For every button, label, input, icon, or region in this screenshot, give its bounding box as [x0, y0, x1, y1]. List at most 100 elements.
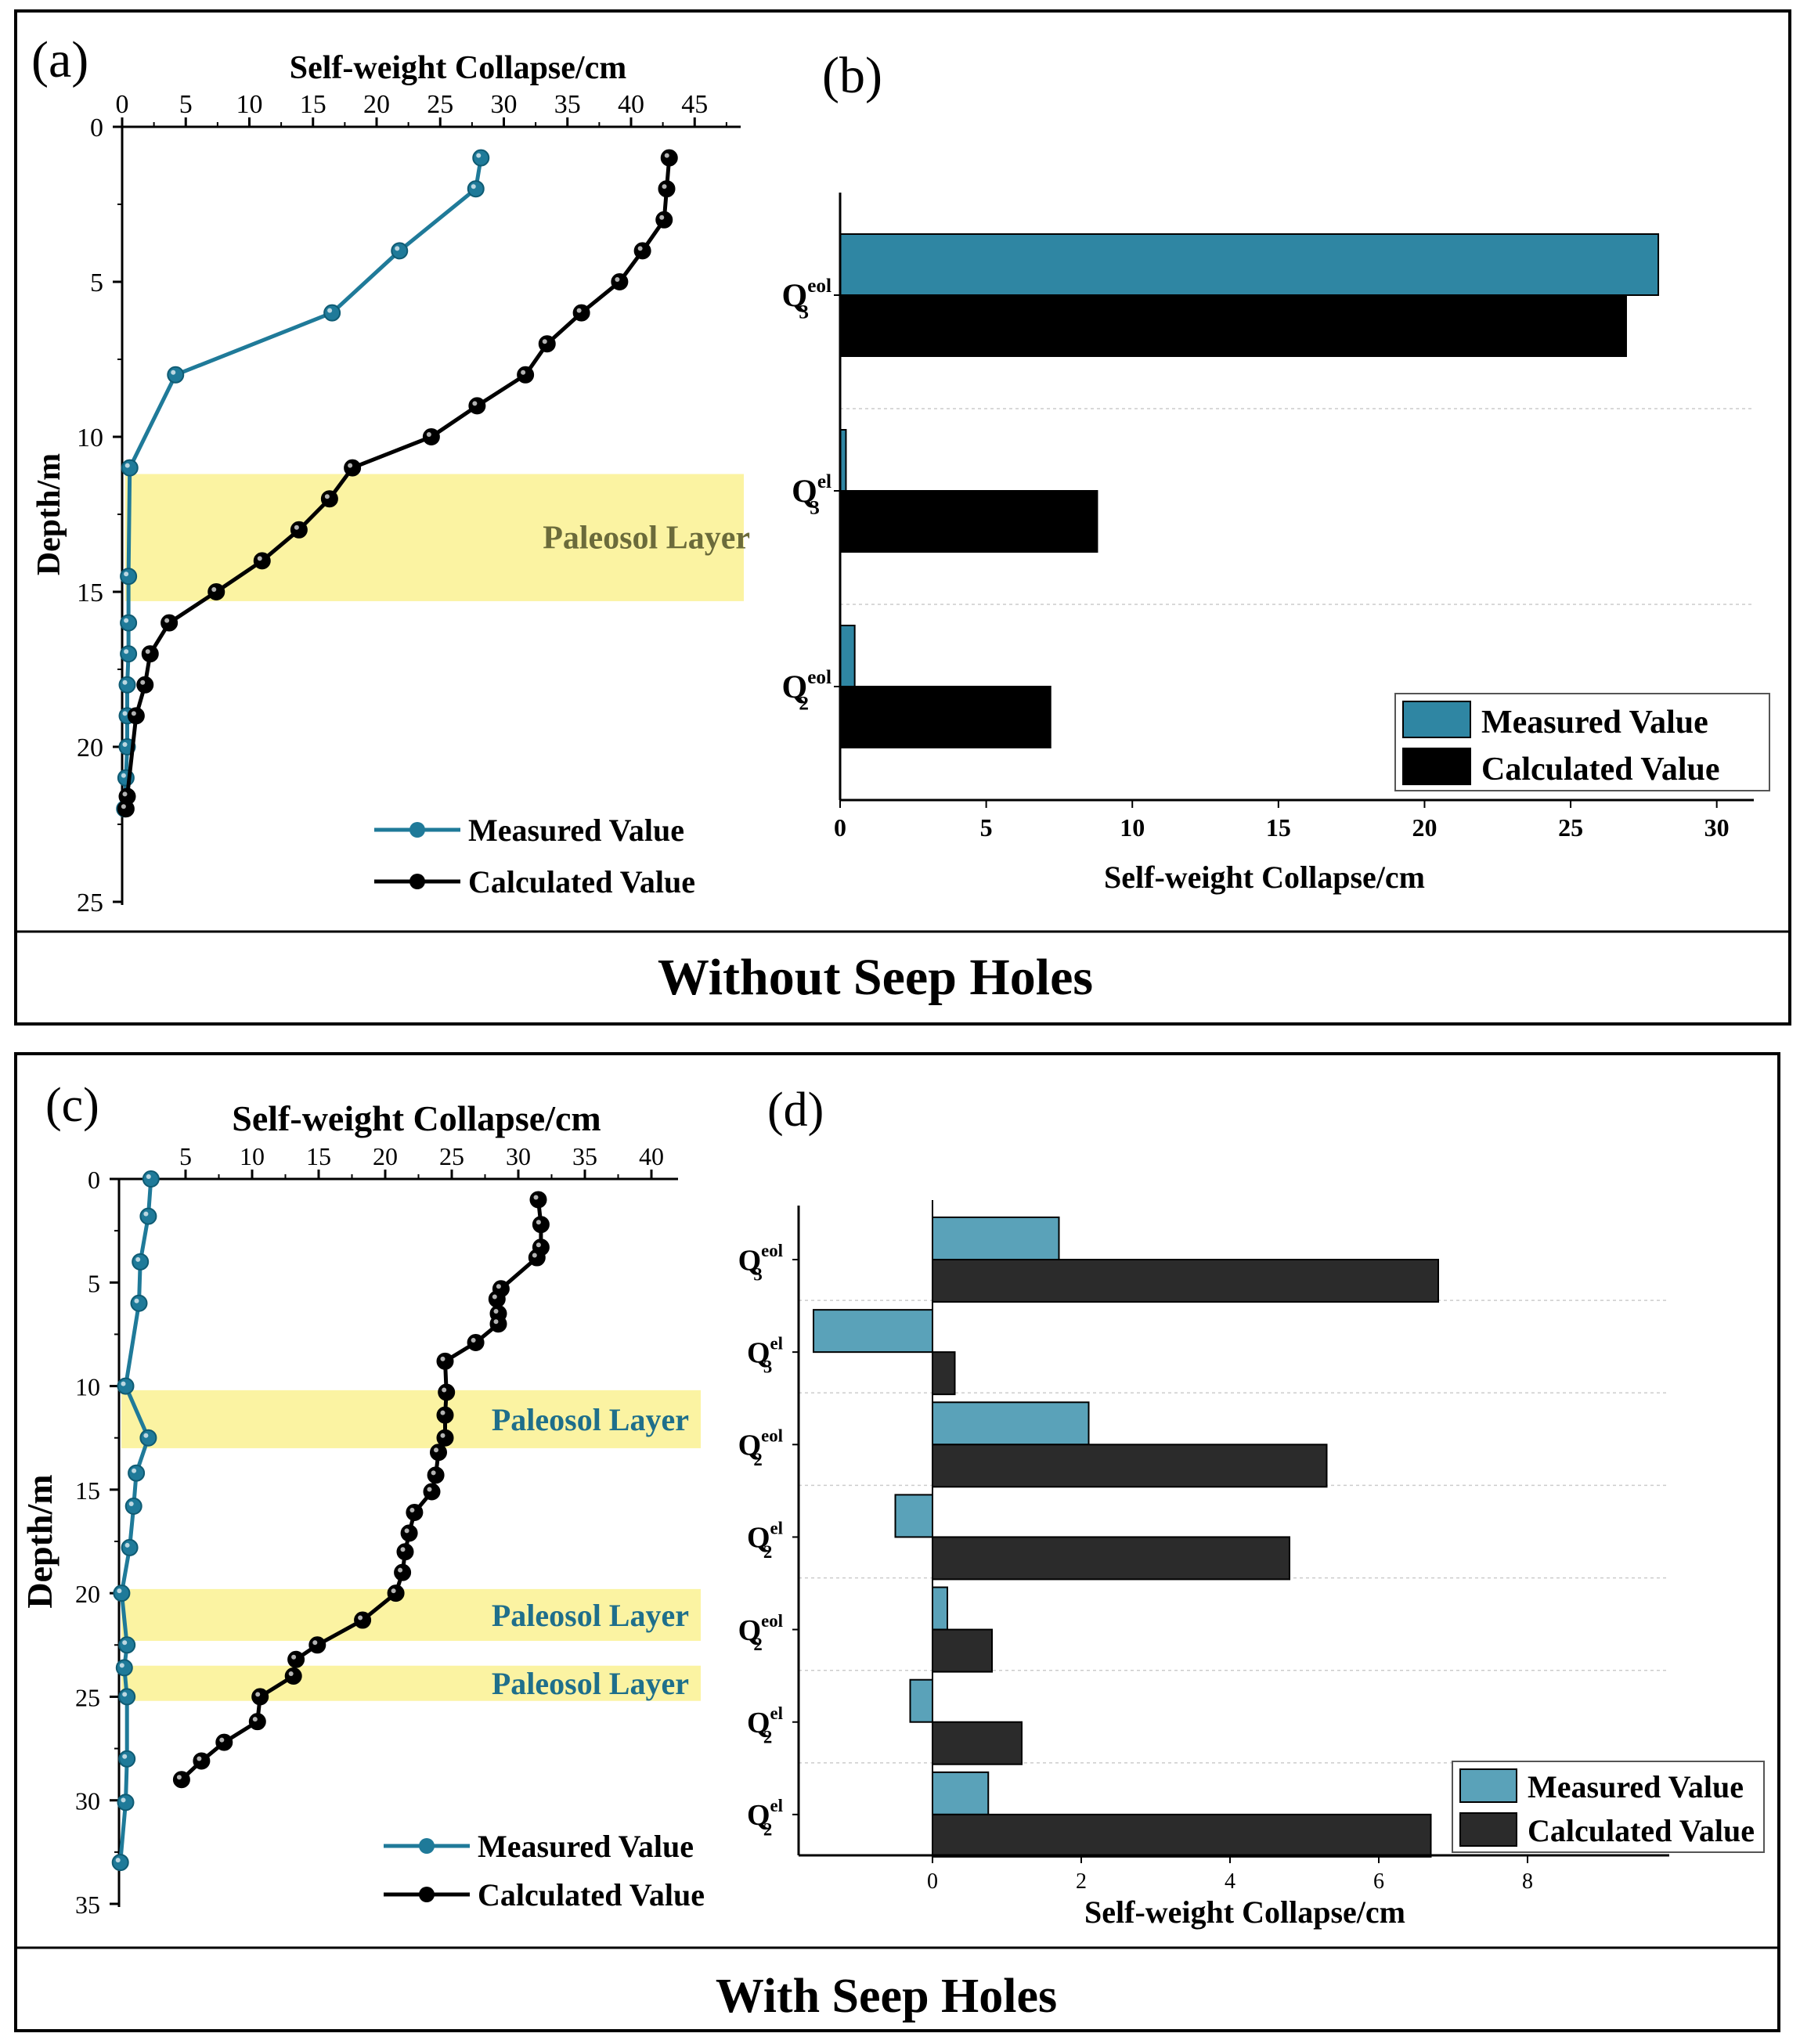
legend-label: Calculated Value	[1528, 1813, 1755, 1848]
calculated-point	[215, 1733, 233, 1751]
point-highlight	[492, 1294, 497, 1300]
calculated-point	[438, 1383, 456, 1401]
point-highlight	[576, 308, 582, 313]
measured-bar	[894, 1494, 933, 1538]
calculated-point	[633, 242, 651, 260]
point-highlight	[257, 556, 262, 561]
paleosol-label: Paleosol Layer	[492, 1402, 689, 1437]
point-highlight	[124, 571, 129, 577]
point-highlight	[135, 1256, 141, 1262]
point-highlight	[542, 339, 547, 344]
measured-point	[323, 304, 341, 322]
point-highlight	[121, 773, 126, 778]
point-highlight	[255, 1692, 261, 1697]
legend-label: Measured Value	[478, 1829, 694, 1864]
calculated-point	[396, 1543, 414, 1561]
x-tick-label: 0	[927, 1869, 938, 1894]
point-highlight	[536, 1242, 541, 1248]
calculated-point	[660, 149, 678, 167]
measured-bar	[909, 1678, 933, 1723]
paleosol-band	[121, 1588, 701, 1641]
calculated-point	[436, 1406, 454, 1424]
x-tick-label: 30	[1704, 813, 1730, 842]
calculated-point	[517, 366, 535, 384]
x-tick-label: 10	[240, 1142, 265, 1170]
measured-point	[467, 180, 485, 198]
point-highlight	[132, 1468, 137, 1473]
point-highlight	[312, 1640, 318, 1646]
calculated-point	[423, 1483, 441, 1501]
paleosol-band	[121, 1665, 701, 1701]
measured-point	[111, 1854, 129, 1872]
x-tick-label: 35	[572, 1142, 597, 1170]
point-highlight	[440, 1433, 445, 1438]
y-tick-label: 15	[75, 1476, 100, 1505]
panel-label-b: (b)	[822, 47, 882, 104]
point-highlight	[146, 1174, 151, 1179]
point-highlight	[659, 214, 665, 220]
calculated-point	[253, 552, 271, 570]
y-tick-label: 10	[77, 424, 103, 452]
y-tick-label: 5	[90, 269, 103, 297]
x-tick-label: 30	[491, 90, 518, 119]
calculated-point	[572, 304, 590, 322]
calculated-point	[489, 1315, 507, 1333]
x-tick-label: 25	[427, 90, 453, 119]
point-highlight	[440, 1410, 445, 1415]
calculated-point	[467, 1334, 485, 1352]
point-highlight	[664, 153, 669, 158]
legend-label: Calculated Value	[468, 864, 695, 899]
point-highlight	[164, 618, 170, 623]
point-highlight	[521, 370, 526, 375]
category-label: Qel 3	[747, 1333, 783, 1376]
point-highlight	[131, 711, 136, 716]
y-tick-label: 30	[75, 1787, 100, 1815]
calculated-point	[127, 707, 145, 725]
calculated-point	[658, 180, 676, 198]
point-highlight	[211, 587, 217, 592]
paleosol-label: Paleosol Layer	[492, 1598, 689, 1633]
calculated-point	[532, 1216, 550, 1234]
x-axis-title: Self-weight Collapse/cm	[232, 1098, 601, 1138]
calculated-point	[394, 1563, 412, 1581]
legend-label: Measured Value	[1481, 705, 1708, 741]
point-highlight	[145, 649, 150, 654]
x-tick-label: 15	[300, 90, 326, 119]
x-axis-title: Self-weight Collapse/cm	[1104, 860, 1425, 895]
panel-label-a: (a)	[31, 31, 88, 88]
measured-point	[120, 614, 138, 632]
point-highlight	[115, 1858, 121, 1863]
point-highlight	[121, 1381, 126, 1386]
y-tick-label: 20	[75, 1580, 100, 1608]
x-tick-label: 25	[439, 1142, 464, 1170]
measured-point	[120, 568, 138, 586]
measured-point	[117, 1377, 135, 1395]
point-highlight	[434, 1447, 438, 1453]
point-highlight	[143, 1433, 149, 1438]
chart-a-depth-profile: Paleosol Layer 0 5 10 15 20 25 30 35 40 45 0 5 10 15 20…	[31, 50, 750, 917]
point-highlight	[124, 649, 129, 654]
point-highlight	[219, 1737, 225, 1743]
point-highlight	[532, 1253, 537, 1258]
measured-point	[118, 1688, 136, 1706]
legend-calculated-swatch	[1402, 748, 1471, 785]
measured-bar	[932, 1771, 990, 1815]
x-tick-label: 8	[1522, 1869, 1533, 1894]
y-tick-label: 25	[75, 1683, 100, 1711]
point-highlight	[398, 1567, 403, 1573]
calculated-point	[529, 1191, 547, 1209]
measured-point	[117, 1793, 135, 1811]
x-tick-label: 20	[373, 1142, 398, 1170]
y-tick-label: 20	[77, 734, 103, 762]
measured-point	[142, 1170, 160, 1188]
calculated-bar	[839, 490, 1098, 553]
measured-point	[139, 1207, 157, 1225]
x-tick-label: 15	[1266, 813, 1291, 842]
legend-measured-swatch	[1402, 701, 1471, 738]
point-highlight	[128, 1501, 134, 1507]
measured-point	[472, 149, 490, 167]
chart-c-depth-profile: Paleosol Layer Paleosol Layer Paleosol Lay…	[20, 1098, 705, 1919]
point-highlight	[404, 1528, 409, 1534]
category-label: Qel 2	[747, 1519, 783, 1562]
category-label: Qel 2	[747, 1796, 783, 1839]
